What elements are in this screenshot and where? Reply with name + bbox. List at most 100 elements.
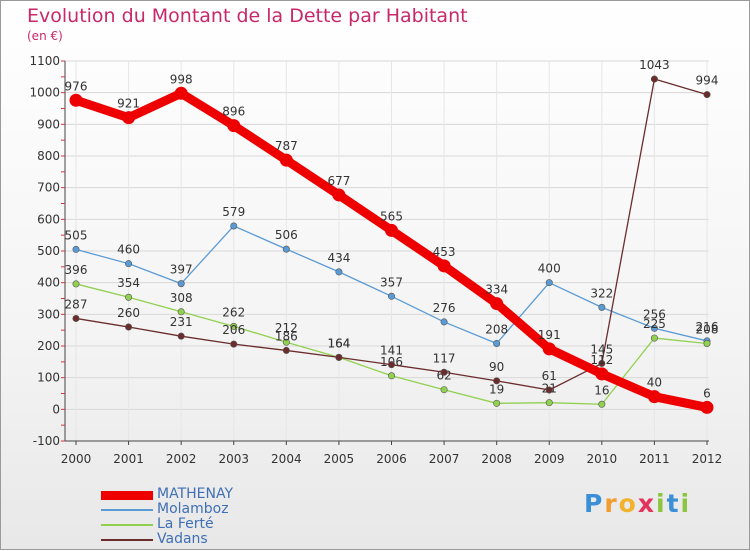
data-point [122,111,136,125]
y-tick-label: -100 [33,434,60,448]
y-tick-label: 200 [37,339,60,353]
legend-label: Molamboz [157,501,229,517]
data-label: 287 [65,297,88,311]
data-label: 579 [222,205,245,219]
data-label: 334 [485,283,508,297]
data-point [703,91,711,99]
data-point [230,222,238,230]
chart-title: Evolution du Montant de la Dette par Hab… [27,5,468,27]
data-point [598,359,606,367]
x-tick-label: 2009 [534,452,565,466]
y-tick-label: 500 [37,244,60,258]
data-point [69,93,83,107]
data-point [385,223,398,237]
data-label: 145 [590,342,613,356]
data-point [125,323,133,331]
data-label: 260 [117,306,140,320]
data-point [650,75,658,83]
data-label: 787 [275,139,298,153]
data-point [387,361,395,369]
y-tick-label: 400 [37,276,60,290]
data-point [493,377,501,385]
y-tick-label: 1000 [29,86,60,100]
data-label: 6 [703,386,711,400]
y-tick-label: 300 [37,307,60,321]
data-point [387,372,395,380]
data-label: 276 [433,301,456,315]
legend-label: Vadans [157,531,208,547]
data-label: 164 [327,336,350,350]
y-tick-label: 800 [37,149,60,163]
data-point [72,245,80,253]
data-label: 40 [647,376,662,390]
data-point [72,280,80,288]
data-point [440,368,448,376]
data-point [650,324,658,332]
data-point [598,400,606,408]
data-point [177,332,185,340]
data-point [493,399,501,407]
data-point [387,292,395,300]
data-point [282,338,290,346]
data-label: 262 [222,305,245,319]
legend-label: La Ferté [157,516,214,532]
data-label: 90 [489,360,504,374]
y-tick-label: 1100 [29,54,60,68]
data-label: 506 [275,228,298,242]
data-point [650,334,658,342]
data-label: 208 [696,322,719,336]
x-tick-label: 2012 [692,452,723,466]
legend-label: MATHENAY [157,486,234,502]
data-label: 400 [538,262,561,276]
data-label: 141 [380,344,403,358]
data-point [125,260,133,268]
data-point [230,340,238,348]
data-point [490,297,504,311]
data-label: 216 [696,320,719,334]
x-tick-label: 2000 [61,452,92,466]
y-tick-label: 100 [37,371,60,385]
legend-swatch [101,524,153,526]
data-label: 357 [380,275,403,289]
x-tick-label: 2011 [639,452,670,466]
data-label: 896 [222,105,245,119]
data-label: 565 [380,209,403,223]
data-label: 994 [696,74,719,88]
data-point [545,279,553,287]
data-point [545,399,553,407]
data-point [335,353,343,361]
data-label: 19 [489,382,504,396]
data-point [703,339,711,347]
data-label: 1043 [639,58,670,72]
data-point [545,386,553,394]
data-label: 112 [590,353,613,367]
data-point [282,346,290,354]
data-label: 434 [327,251,350,265]
data-label: 453 [433,245,456,259]
data-point [177,308,185,316]
x-tick-label: 2004 [271,452,302,466]
data-label: 976 [65,79,88,93]
x-tick-label: 2002 [166,452,197,466]
data-point [598,303,606,311]
data-label: 206 [222,323,245,337]
x-tick-label: 2010 [587,452,618,466]
data-label: 191 [538,328,561,342]
data-point [595,367,609,381]
data-label: 396 [65,263,88,277]
data-label: 186 [275,329,298,343]
data-point [230,322,238,330]
data-point [700,400,714,414]
data-label: 397 [170,263,193,277]
x-tick-label: 2001 [113,452,144,466]
x-tick-label: 2007 [429,452,460,466]
data-label: 354 [117,276,140,290]
data-point [437,259,451,273]
proxiti-logo: Proxiti [584,489,692,518]
data-label: 225 [643,317,666,331]
y-tick-label: 900 [37,117,60,131]
data-label: 322 [590,286,613,300]
data-point [647,390,661,404]
